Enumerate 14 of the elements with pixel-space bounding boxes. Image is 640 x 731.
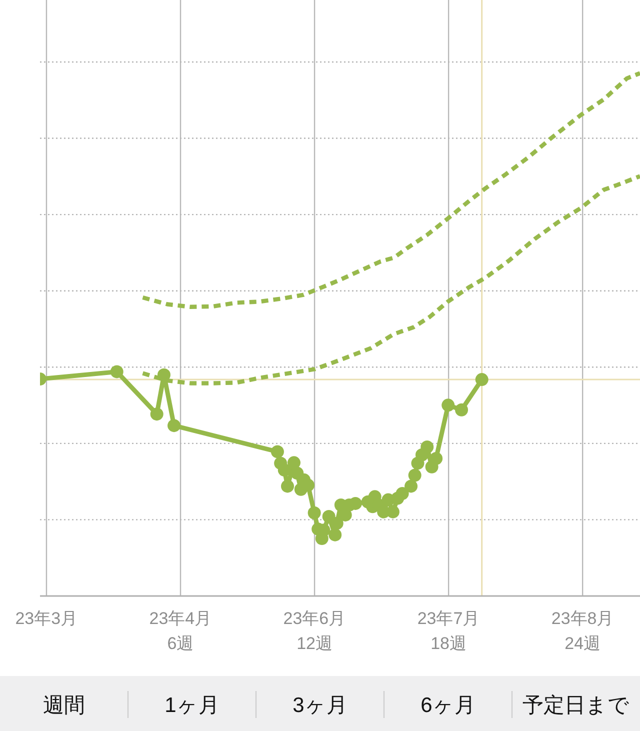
x-tick-label: 12週 [296,634,332,653]
tab-label: 1ヶ月 [164,694,220,717]
x-tick-label: 18週 [430,634,467,653]
x2-tick-label: 23年3月 [15,609,78,628]
tab-label: 週間 [43,694,85,717]
x2-tick-label: 23年4月 [149,609,212,628]
tab-label: 3ヶ月 [292,694,348,717]
tab-label: 6ヶ月 [420,694,476,717]
x-tick-label: 6週 [167,634,194,653]
tab-label: 予定日まで [522,694,630,717]
x2-tick-label: 23年8月 [551,609,614,628]
x2-tick-label: 23年7月 [417,609,480,628]
x-tick-label: 24週 [564,634,601,653]
x2-tick-label: 23年6月 [283,609,346,628]
